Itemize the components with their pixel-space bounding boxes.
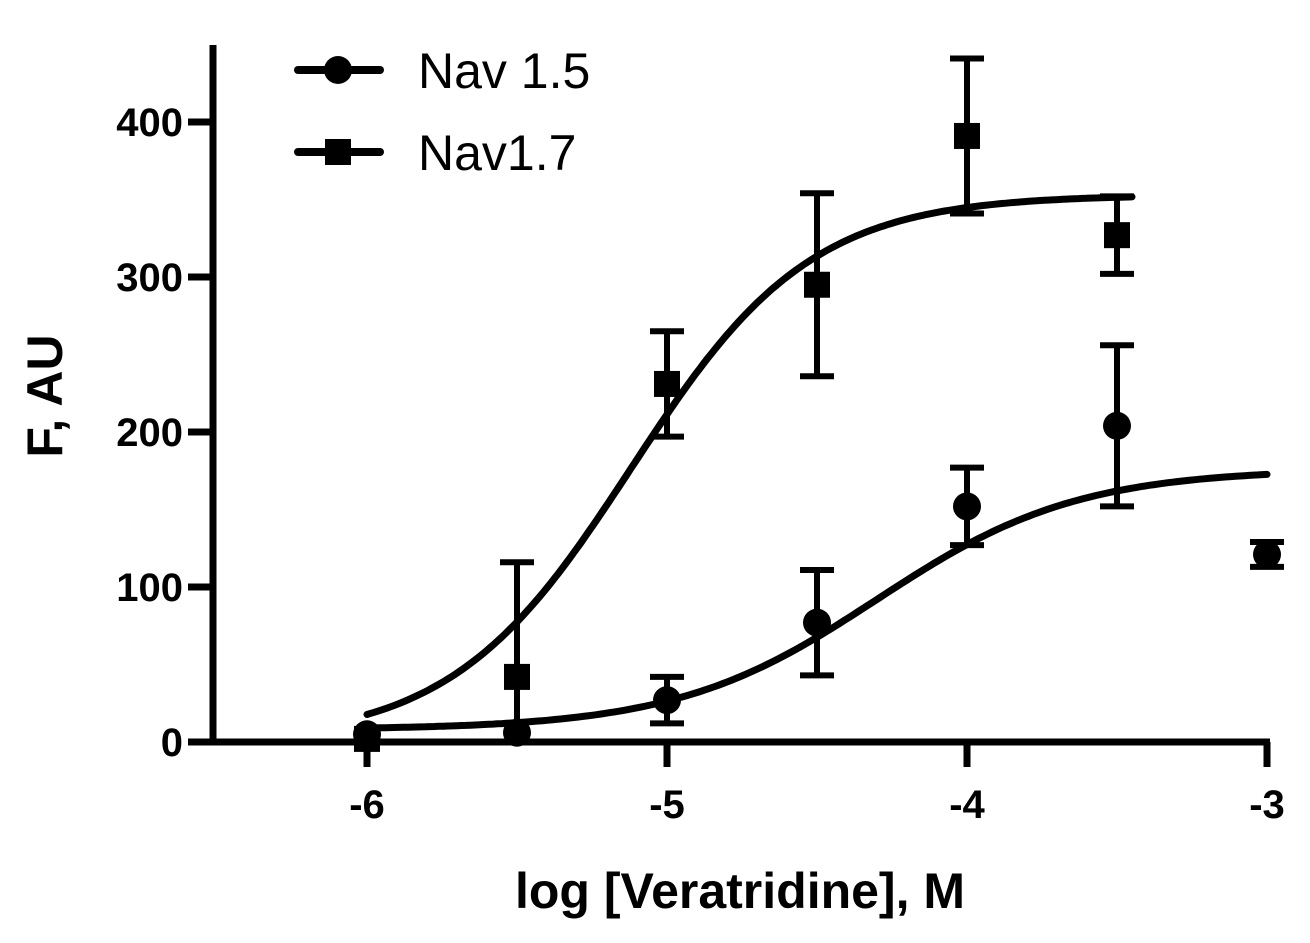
legend-label: Nav 1.5 — [418, 43, 590, 99]
y-tick-label: 300 — [116, 256, 183, 300]
data-point-square — [954, 122, 980, 149]
legend-marker-square — [325, 139, 351, 165]
data-point-circle — [653, 686, 681, 715]
x-tick-label: -3 — [1249, 783, 1285, 827]
y-tick-label: 0 — [161, 721, 183, 765]
x-tick-label: -6 — [349, 783, 385, 827]
data-point-square — [354, 725, 380, 752]
x-axis-title: log [Veratridine], M — [515, 863, 965, 919]
legend-label: Nav1.7 — [418, 125, 576, 181]
y-tick-label: 200 — [116, 411, 183, 455]
data-point-square — [504, 663, 530, 690]
y-tick-label: 400 — [116, 101, 183, 145]
x-tick-label: -5 — [649, 783, 685, 827]
data-point-circle — [1253, 540, 1281, 569]
data-point-square — [804, 271, 830, 298]
legend: Nav 1.5 Nav1.7 — [294, 43, 590, 181]
data-point-square — [1104, 222, 1130, 249]
data-markers — [353, 122, 1281, 752]
y-tick-label: 100 — [116, 566, 183, 610]
x-tick-label: -4 — [949, 783, 985, 827]
data-point-circle — [503, 718, 531, 747]
legend-marker-circle — [324, 56, 352, 84]
error-bars — [500, 55, 1284, 745]
y-axis-title: F, AU — [17, 334, 73, 457]
data-point-circle — [1103, 411, 1131, 440]
data-point-square — [654, 370, 680, 397]
data-point-circle — [953, 492, 981, 521]
fit-curve-square — [363, 193, 1136, 718]
data-point-circle — [803, 608, 831, 637]
